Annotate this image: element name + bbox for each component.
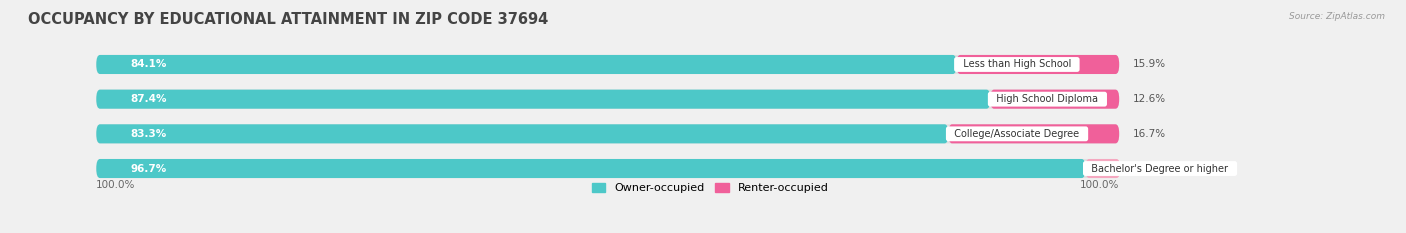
Text: OCCUPANCY BY EDUCATIONAL ATTAINMENT IN ZIP CODE 37694: OCCUPANCY BY EDUCATIONAL ATTAINMENT IN Z… (28, 12, 548, 27)
Text: Less than High School: Less than High School (956, 59, 1077, 69)
FancyBboxPatch shape (96, 90, 990, 109)
Text: 83.3%: 83.3% (131, 129, 167, 139)
FancyBboxPatch shape (96, 55, 956, 74)
Text: 100.0%: 100.0% (96, 180, 136, 190)
Text: 12.6%: 12.6% (1133, 94, 1166, 104)
Text: College/Associate Degree: College/Associate Degree (949, 129, 1085, 139)
FancyBboxPatch shape (96, 159, 1119, 178)
FancyBboxPatch shape (990, 90, 1119, 109)
FancyBboxPatch shape (956, 55, 1119, 74)
FancyBboxPatch shape (96, 159, 1085, 178)
Text: 84.1%: 84.1% (131, 59, 167, 69)
FancyBboxPatch shape (96, 90, 1119, 109)
Text: Bachelor's Degree or higher: Bachelor's Degree or higher (1085, 164, 1234, 174)
Legend: Owner-occupied, Renter-occupied: Owner-occupied, Renter-occupied (588, 178, 832, 197)
FancyBboxPatch shape (1085, 159, 1121, 178)
Text: 15.9%: 15.9% (1133, 59, 1166, 69)
Text: Source: ZipAtlas.com: Source: ZipAtlas.com (1289, 12, 1385, 21)
Text: 96.7%: 96.7% (131, 164, 167, 174)
Text: High School Diploma: High School Diploma (990, 94, 1105, 104)
FancyBboxPatch shape (96, 124, 949, 143)
Text: 16.7%: 16.7% (1133, 129, 1166, 139)
FancyBboxPatch shape (949, 124, 1119, 143)
Text: 3.4%: 3.4% (1133, 164, 1160, 174)
FancyBboxPatch shape (96, 55, 1119, 74)
Text: 100.0%: 100.0% (1080, 180, 1119, 190)
FancyBboxPatch shape (96, 124, 1119, 143)
Text: 87.4%: 87.4% (131, 94, 167, 104)
